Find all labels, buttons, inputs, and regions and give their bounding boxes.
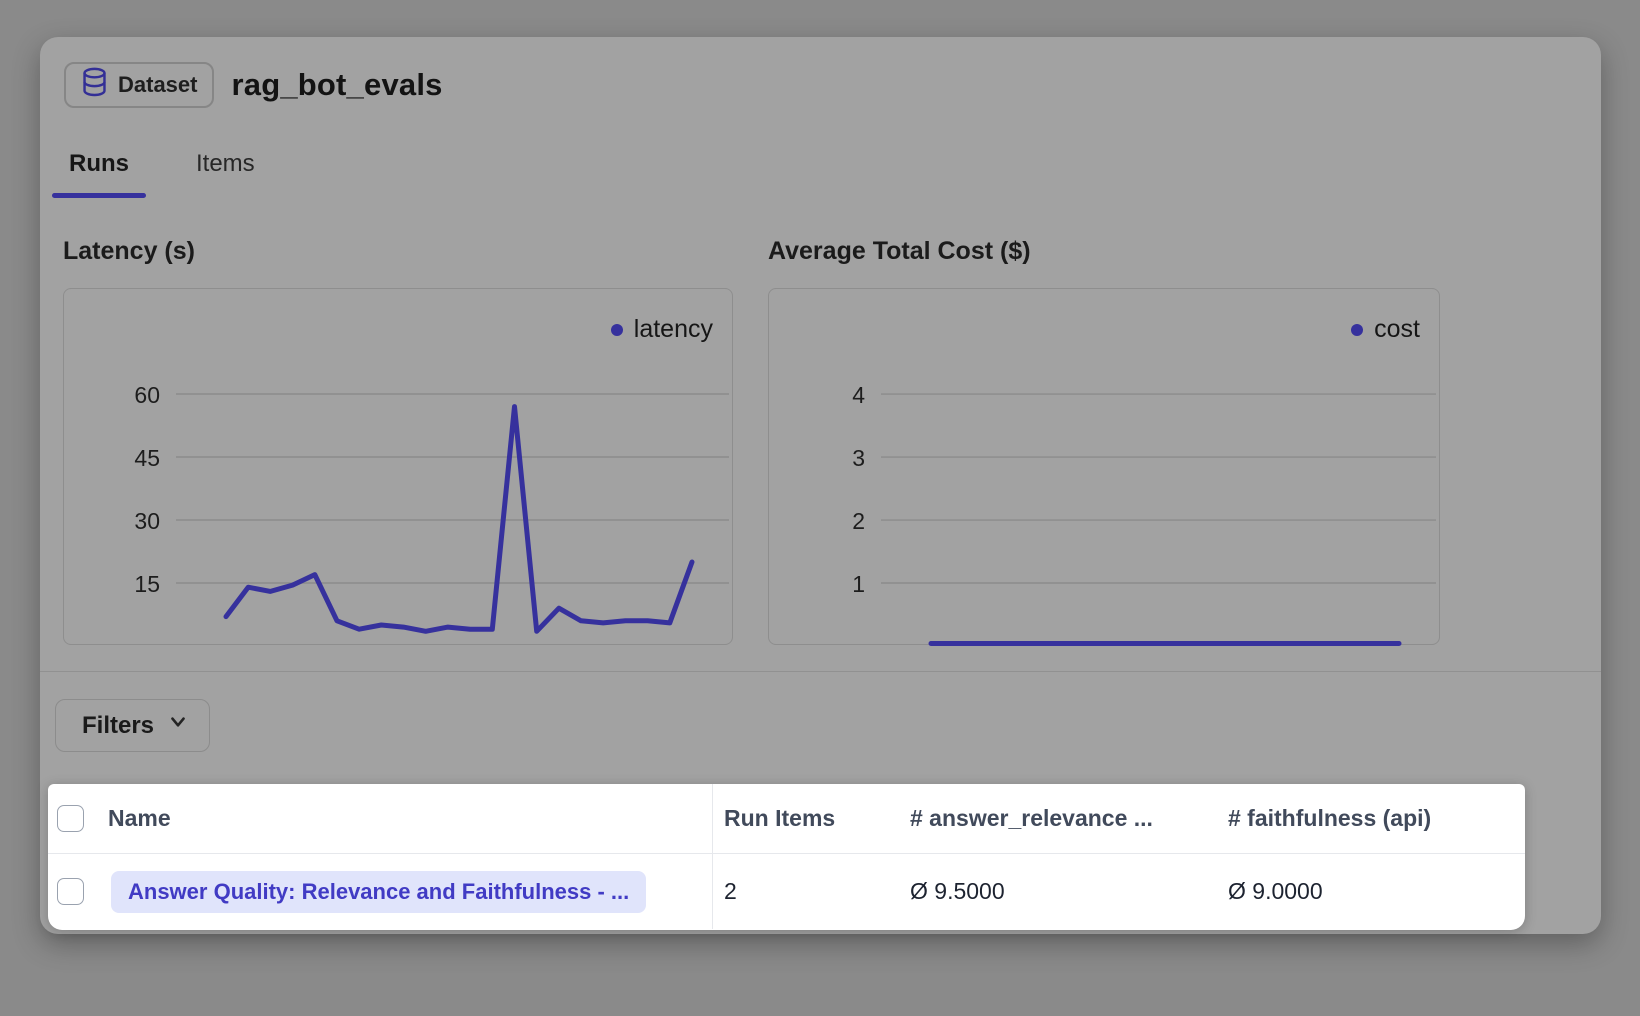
cost-chart: Average Total Cost ($) 1 2 3 4 cost bbox=[768, 237, 1440, 646]
column-header-name-cell: Name bbox=[104, 784, 712, 853]
filters-button-label: Filters bbox=[82, 711, 155, 739]
answer-relevance-avg: Ø 9.5000 bbox=[910, 878, 1005, 904]
svg-text:4: 4 bbox=[852, 382, 865, 408]
dataset-header: Dataset rag_bot_evals bbox=[64, 62, 443, 108]
row-checkbox[interactable] bbox=[57, 878, 84, 905]
run-name-link[interactable]: Answer Quality: Relevance and Faithfulne… bbox=[111, 870, 647, 913]
column-header-run-items: Run Items bbox=[724, 805, 836, 831]
svg-text:1: 1 bbox=[852, 571, 865, 597]
tab-runs-label: Runs bbox=[69, 150, 129, 177]
column-header-answer-relevance-cell: # answer_relevance ... bbox=[899, 784, 1217, 853]
svg-text:3: 3 bbox=[852, 445, 865, 471]
column-header-faithfulness-cell: # faithfulness (api) bbox=[1217, 784, 1525, 853]
select-all-checkbox[interactable] bbox=[57, 805, 84, 832]
svg-text:2: 2 bbox=[852, 508, 865, 534]
runs-table: Name Run Items # answer_relevance ... # … bbox=[48, 784, 1525, 930]
cost-chart-title: Average Total Cost ($) bbox=[768, 237, 1031, 265]
latency-chart-title: Latency (s) bbox=[63, 237, 195, 265]
row-run-items-cell: 2 bbox=[712, 854, 899, 929]
dataset-badge-label: Dataset bbox=[118, 72, 198, 97]
table-row: Answer Quality: Relevance and Faithfulne… bbox=[48, 854, 1525, 929]
latency-legend: latency bbox=[610, 315, 713, 344]
svg-text:45: 45 bbox=[134, 445, 160, 471]
tab-items-label: Items bbox=[196, 150, 255, 177]
column-header-answer-relevance: # answer_relevance ... bbox=[910, 805, 1153, 831]
charts-row: Latency (s) 15 30 45 60 latency Average Tot… bbox=[63, 237, 1440, 646]
column-header-run-items-cell: Run Items bbox=[712, 784, 899, 853]
row-select-cell bbox=[48, 854, 104, 929]
latency-chart-panel: 15 30 45 60 latency bbox=[63, 288, 733, 645]
row-name-cell: Answer Quality: Relevance and Faithfulne… bbox=[104, 854, 712, 929]
page-title: rag_bot_evals bbox=[231, 67, 443, 102]
latency-legend-label: latency bbox=[633, 315, 713, 343]
svg-text:30: 30 bbox=[134, 508, 160, 534]
tabs: Runs Items bbox=[52, 149, 272, 198]
column-header-faithfulness: # faithfulness (api) bbox=[1228, 805, 1432, 831]
active-tab-underline bbox=[52, 193, 146, 198]
cost-legend: cost bbox=[1351, 315, 1420, 344]
dataset-card: Dataset rag_bot_evals Runs Items Latency… bbox=[40, 37, 1601, 934]
svg-text:15: 15 bbox=[134, 571, 160, 597]
svg-text:60: 60 bbox=[134, 382, 160, 408]
latency-chart: Latency (s) 15 30 45 60 latency bbox=[63, 237, 733, 645]
faithfulness-avg: Ø 9.0000 bbox=[1228, 878, 1323, 904]
cost-chart-panel: 1 2 3 4 cost bbox=[768, 288, 1440, 646]
filters-button[interactable]: Filters bbox=[55, 699, 211, 752]
section-divider bbox=[40, 671, 1601, 672]
database-icon bbox=[81, 67, 108, 103]
tab-items[interactable]: Items bbox=[179, 149, 272, 198]
column-header-name: Name bbox=[108, 805, 171, 831]
chevron-down-icon bbox=[167, 711, 189, 740]
select-all-cell bbox=[48, 784, 104, 853]
legend-dot-icon bbox=[610, 323, 623, 336]
row-answer-relevance-cell: Ø 9.5000 bbox=[899, 854, 1217, 929]
run-items-value: 2 bbox=[724, 878, 737, 904]
cost-plot: 1 2 3 4 bbox=[852, 382, 1436, 646]
row-faithfulness-cell: Ø 9.0000 bbox=[1217, 854, 1525, 929]
cost-legend-label: cost bbox=[1374, 315, 1420, 343]
legend-dot-icon bbox=[1351, 323, 1364, 336]
tab-runs[interactable]: Runs bbox=[52, 149, 146, 198]
table-header-row: Name Run Items # answer_relevance ... # … bbox=[48, 784, 1525, 854]
latency-plot: 15 30 45 60 bbox=[134, 382, 729, 634]
dataset-badge: Dataset bbox=[64, 62, 215, 108]
